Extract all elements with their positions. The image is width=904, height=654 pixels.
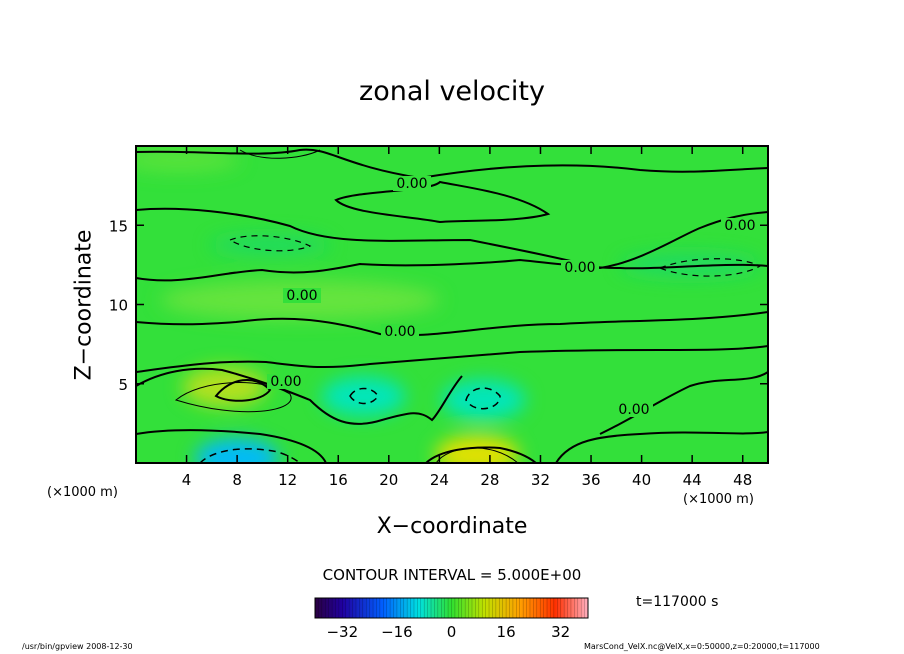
contour-thin: [174, 382, 292, 413]
colorbar-tick-label: 0: [447, 623, 457, 641]
contour-label-bg: [615, 402, 653, 417]
contour-label: 0.00: [270, 374, 301, 390]
contour-label-bg: [393, 176, 431, 191]
field-dark-band: [210, 235, 330, 255]
field-light-band: [136, 148, 240, 172]
x-unit-left: (×1000 m): [47, 485, 118, 500]
contour-interval-text: CONTOUR INTERVAL = 5.000E+00: [322, 566, 582, 584]
x-axis-label: X−coordinate: [376, 514, 528, 539]
colorbar: [314, 597, 589, 619]
field-feature-negative: [321, 376, 406, 417]
contour-line: [425, 446, 537, 463]
x-tick-label: 48: [733, 471, 752, 489]
contour-line: [136, 207, 768, 270]
y-tick-label: 15: [109, 217, 128, 235]
chart-title: zonal velocity: [359, 76, 545, 107]
x-tick-label: 44: [683, 471, 702, 489]
contour-thin: [239, 149, 321, 159]
x-tick-label: 24: [430, 471, 449, 489]
contour-line: [214, 378, 272, 402]
x-tick-label: 36: [581, 471, 600, 489]
field-dark-band: [620, 253, 760, 277]
x-tick-label: 32: [531, 471, 550, 489]
field-feature-positive: [435, 435, 520, 463]
contour-dashed: [228, 235, 312, 252]
colorbar-tick-label: −16: [381, 623, 413, 641]
x-tick-label: 40: [632, 471, 651, 489]
contour-dashed: [199, 448, 301, 463]
contour-label-bg: [283, 288, 321, 303]
x-unit-right: (×1000 m): [683, 492, 754, 507]
x-tick-label: 8: [232, 471, 242, 489]
contour-label-bg: [561, 260, 599, 275]
contour-thin: [435, 447, 519, 463]
contour-line: [136, 429, 327, 463]
x-tick-label: 28: [480, 471, 499, 489]
contour-label: 0.00: [286, 288, 317, 304]
x-tick-label: 4: [182, 471, 192, 489]
contour-dashed: [658, 258, 762, 277]
contour-label: 0.00: [724, 218, 755, 234]
colorbar-tick-label: 16: [497, 623, 516, 641]
footer-left: /usr/bin/gpview 2008-12-30: [22, 642, 133, 651]
contour-label: 0.00: [564, 260, 595, 276]
x-tick-label: 20: [379, 471, 398, 489]
contour-label-bg: [381, 324, 419, 339]
colorbar-tick-label: −32: [326, 623, 358, 641]
contour-line: [136, 345, 768, 373]
y-tick-label: 10: [109, 297, 128, 315]
contour-label-bg: [721, 218, 759, 233]
time-stamp: t=117000 s: [636, 594, 719, 610]
field-feature-negative: [195, 438, 280, 463]
footer-right: MarsCond_VelX.nc@VelX,x=0:50000,z=0:2000…: [584, 642, 820, 651]
contour-label: 0.00: [396, 176, 427, 192]
contour-line: [555, 431, 768, 463]
contour-label: 0.00: [384, 324, 415, 340]
contour-label: 0.00: [618, 402, 649, 418]
field-feature-negative: [441, 379, 526, 420]
contour-label-bg: [267, 374, 305, 389]
contour-line: [599, 371, 768, 435]
x-tick-label: 12: [278, 471, 297, 489]
y-tick-label: 5: [118, 376, 128, 394]
contour-dashed: [465, 387, 501, 410]
contour-line: [136, 367, 463, 425]
colorbar-tick-label: 32: [551, 623, 570, 641]
contour-line: [136, 258, 768, 282]
x-tick-label: 16: [329, 471, 348, 489]
